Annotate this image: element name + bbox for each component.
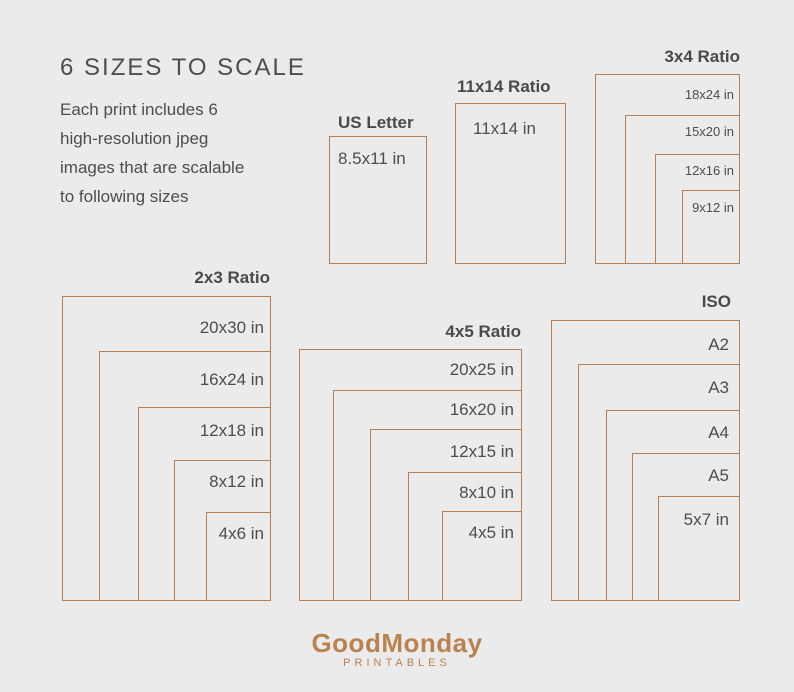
size-label: A2 xyxy=(708,335,729,354)
size-label: 8.5x11 in xyxy=(338,149,406,168)
description-line: to following sizes xyxy=(60,187,189,206)
description-line: Each print includes 6 xyxy=(60,100,218,119)
size-label: 8x10 in xyxy=(459,483,514,502)
size-label: 4x6 in xyxy=(218,524,264,543)
size-frame-11x14 xyxy=(455,103,566,264)
size-frame-8-5x11 xyxy=(329,136,427,264)
size-label: 12x18 in xyxy=(199,421,264,440)
size-label: 20x30 in xyxy=(199,318,264,337)
size-label: 12x15 in xyxy=(449,442,514,461)
size-label: 16x24 in xyxy=(199,370,264,389)
size-label: 16x20 in xyxy=(449,400,514,419)
ratio-4x5-title: 4x5 Ratio xyxy=(445,322,521,341)
size-label: 12x16 in xyxy=(684,163,734,178)
iso-title: ISO xyxy=(701,292,731,311)
size-label: A3 xyxy=(708,378,729,397)
size-label: 18x24 in xyxy=(684,87,734,102)
size-label: 4x5 in xyxy=(468,523,514,542)
size-label: A5 xyxy=(708,466,729,485)
ratio-2x3-title: 2x3 Ratio xyxy=(194,268,270,287)
ratio-11x14-title: 11x14 Ratio xyxy=(457,77,551,96)
size-label: 15x20 in xyxy=(684,124,734,139)
size-label: 8x12 in xyxy=(209,472,264,491)
size-label: 9x12 in xyxy=(692,200,734,215)
size-label: 11x14 in xyxy=(473,119,537,138)
description-line: high-resolution jpeg xyxy=(60,129,209,148)
size-frame-4x5 xyxy=(442,511,522,601)
size-label: A4 xyxy=(708,423,729,442)
brand-tagline: PRINTABLES xyxy=(343,657,451,669)
size-frame-5x7 xyxy=(658,496,740,601)
size-frame-9x12 xyxy=(682,190,740,264)
size-label: 5x7 in xyxy=(683,510,729,529)
size-frame-4x6 xyxy=(206,512,271,601)
brand-logo: GoodMonday PRINTABLES xyxy=(0,628,794,669)
us-letter-title: US Letter xyxy=(338,113,414,132)
brand-name: GoodMonday xyxy=(311,628,483,658)
description-line: images that are scalable xyxy=(60,158,245,177)
page-title: 6 SIZES TO SCALE xyxy=(60,54,306,81)
size-label: 20x25 in xyxy=(449,360,514,379)
ratio-3x4-title: 3x4 Ratio xyxy=(664,47,740,66)
description: Each print includes 6 high-resolution jp… xyxy=(60,95,300,211)
